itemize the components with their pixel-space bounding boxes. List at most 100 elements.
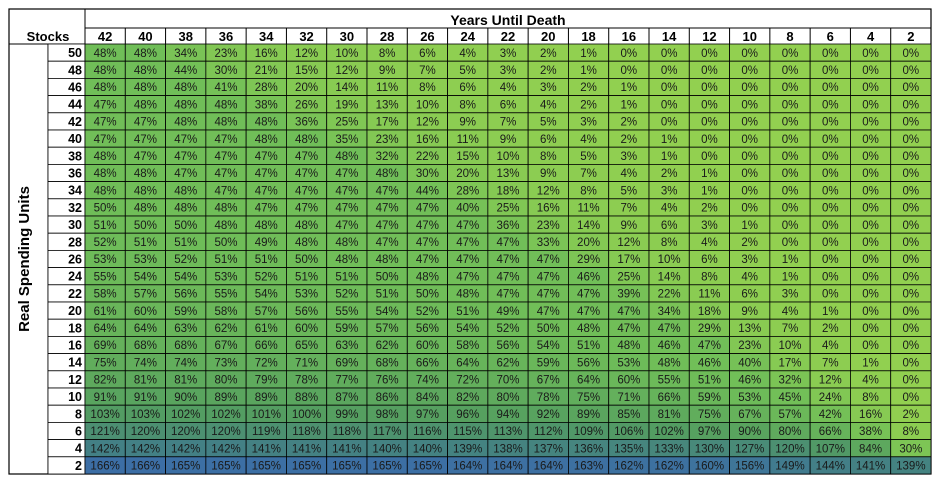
cell-value-label: 47%	[537, 306, 560, 318]
row-header-20: 20	[68, 304, 82, 318]
cell-value-label: 57%	[134, 289, 157, 301]
cell-value-label: 54%	[376, 306, 399, 318]
row-header-50: 50	[68, 46, 82, 60]
cell-value-label: 140%	[372, 443, 401, 455]
cell-value-label: 55%	[335, 306, 358, 318]
cell-value-label: 48%	[214, 220, 237, 232]
cell-value-label: 75%	[94, 357, 117, 369]
cell-value-label: 47%	[214, 151, 237, 163]
cell-value-label: 141%	[292, 443, 321, 455]
cell-value-label: 142%	[171, 443, 200, 455]
cell-value-label: 8%	[419, 82, 436, 94]
cell-value-label: 3%	[540, 82, 557, 94]
row-header-22: 22	[68, 287, 82, 301]
column-header-12: 12	[702, 29, 716, 44]
cell-value-label: 18%	[698, 306, 721, 318]
cell-value-label: 0%	[822, 168, 839, 180]
cell-value-label: 20%	[295, 82, 318, 94]
cell-value-label: 4%	[782, 306, 799, 318]
cell-value-label: 119%	[252, 426, 281, 438]
cell-value-label: 8%	[580, 185, 597, 197]
cell-value-label: 48%	[134, 168, 157, 180]
cell-value-label: 59%	[698, 392, 721, 404]
cell-value-label: 47%	[94, 134, 117, 146]
cell-value-label: 74%	[416, 375, 439, 387]
cell-value-label: 100%	[292, 409, 321, 421]
cell-value-label: 9%	[379, 65, 396, 77]
cell-value-label: 102%	[171, 409, 200, 421]
cell-value-label: 94%	[496, 409, 519, 421]
cell-value-label: 1%	[580, 48, 597, 60]
cell-value-label: 0%	[782, 65, 799, 77]
cell-value-label: 32%	[778, 375, 801, 387]
cell-value-label: 99%	[335, 409, 358, 421]
cell-value-label: 48%	[94, 185, 117, 197]
cell-value-label: 68%	[174, 340, 197, 352]
cell-value-label: 48%	[376, 254, 399, 266]
cell-value-label: 13%	[738, 323, 761, 335]
cell-value-label: 47%	[537, 289, 560, 301]
row-header-6: 6	[75, 425, 82, 439]
cell-value-label: 60%	[134, 306, 157, 318]
cell-value-label: 59%	[174, 306, 197, 318]
cell-value-label: 38%	[255, 99, 278, 111]
cell-value-label: 46%	[658, 340, 681, 352]
cell-value-label: 102%	[211, 409, 240, 421]
cell-value-label: 0%	[862, 271, 879, 283]
cell-value-label: 67%	[214, 340, 237, 352]
cell-value-label: 8%	[540, 151, 557, 163]
cell-value-label: 165%	[171, 461, 200, 473]
cell-value-label: 57%	[376, 323, 399, 335]
row-header-42: 42	[68, 115, 82, 129]
cell-value-label: 7%	[621, 203, 638, 215]
cell-value-label: 23%	[214, 48, 237, 60]
cell-value-label: 1%	[822, 306, 839, 318]
cell-value-label: 11%	[376, 82, 398, 94]
cell-value-label: 25%	[496, 203, 519, 215]
cell-value-label: 69%	[335, 357, 358, 369]
cell-value-label: 1%	[701, 185, 718, 197]
cell-value-label: 50%	[295, 254, 318, 266]
column-headers: 42 40 38 36 34 32 30 28 26 24 22 20 18 16 14 12 10 8 6 4 2	[84, 28, 914, 44]
cell-value-label: 74%	[174, 357, 197, 369]
cell-value-label: 79%	[255, 375, 278, 387]
cell-value-label: 90%	[174, 392, 197, 404]
cell-value-label: 26%	[295, 99, 318, 111]
cell-value-label: 47%	[416, 220, 439, 232]
cell-value-label: 165%	[211, 461, 240, 473]
cell-value-label: 48%	[295, 220, 318, 232]
cell-value-label: 35%	[335, 134, 358, 146]
cell-value-label: 13%	[496, 168, 519, 180]
cell-value-label: 1%	[741, 220, 758, 232]
cell-value-label: 60%	[416, 340, 439, 352]
cell-value-label: 2%	[903, 409, 920, 421]
cell-value-label: 0%	[822, 237, 839, 249]
cell-value-label: 6%	[661, 220, 678, 232]
cell-value-label: 60%	[295, 323, 318, 335]
cell-value-label: 58%	[214, 306, 237, 318]
cell-value-label: 0%	[621, 48, 638, 60]
cell-value-label: 115%	[453, 426, 482, 438]
cell-value-label: 117%	[373, 426, 402, 438]
cell-value-label: 47%	[255, 185, 278, 197]
cell-value-label: 46%	[698, 357, 721, 369]
cell-value-label: 0%	[782, 151, 799, 163]
cell-value-label: 23%	[738, 340, 761, 352]
cell-value-label: 52%	[94, 237, 117, 249]
cell-value-label: 4%	[741, 271, 758, 283]
cell-value-label: 72%	[456, 375, 479, 387]
cell-value-label: 0%	[903, 203, 920, 215]
cell-value-label: 60%	[617, 375, 640, 387]
cell-value-label: 40%	[456, 203, 479, 215]
cell-value-label: 48%	[174, 99, 197, 111]
cell-value-label: 6%	[701, 254, 718, 266]
cell-value-label: 51%	[456, 306, 479, 318]
cell-value-label: 0%	[862, 99, 879, 111]
cell-value-label: 1%	[580, 65, 597, 77]
cell-value-label: 48%	[174, 117, 197, 129]
cell-value-label: 3%	[621, 151, 638, 163]
cell-value-label: 5%	[540, 117, 557, 129]
cell-value-label: 0%	[741, 99, 758, 111]
cell-value-label: 48%	[255, 134, 278, 146]
cell-value-label: 120%	[131, 426, 160, 438]
